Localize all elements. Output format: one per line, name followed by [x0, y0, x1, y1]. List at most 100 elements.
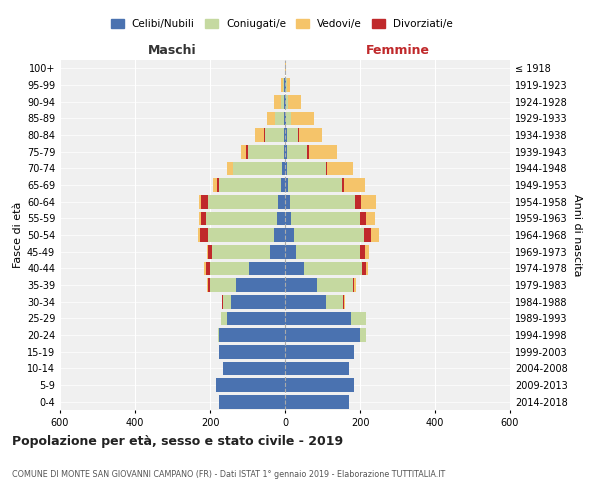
Bar	[220, 345, 285, 358]
Bar	[353, 278, 355, 292]
Bar	[255, 128, 265, 142]
Bar	[287, 128, 298, 142]
Bar	[371, 228, 379, 242]
Bar	[295, 228, 364, 242]
Bar	[283, 78, 284, 92]
Bar	[285, 278, 317, 292]
Bar	[361, 195, 376, 208]
Bar	[233, 162, 282, 175]
Bar	[360, 328, 365, 342]
Bar	[277, 212, 285, 225]
Bar	[285, 312, 350, 325]
Bar	[285, 95, 286, 108]
Bar	[222, 295, 223, 308]
Bar	[292, 112, 314, 125]
Bar	[284, 112, 285, 125]
Bar	[213, 178, 217, 192]
Bar	[304, 262, 362, 275]
Bar	[285, 195, 290, 208]
Bar	[220, 328, 285, 342]
Bar	[288, 178, 343, 192]
Bar	[223, 295, 230, 308]
Text: Popolazione per età, sesso e stato civile - 2019: Popolazione per età, sesso e stato civil…	[12, 435, 343, 448]
Bar	[284, 128, 285, 142]
Bar	[290, 195, 355, 208]
Text: Maschi: Maschi	[148, 44, 197, 57]
Bar	[365, 212, 375, 225]
Bar	[285, 212, 290, 225]
Bar	[287, 78, 290, 92]
Bar	[281, 178, 285, 192]
Bar	[217, 178, 218, 192]
Bar	[208, 228, 274, 242]
Bar	[241, 145, 247, 158]
Bar	[343, 295, 344, 308]
Bar	[274, 228, 285, 242]
Bar	[299, 128, 322, 142]
Bar	[248, 145, 284, 158]
Bar	[344, 295, 345, 308]
Bar	[365, 312, 367, 325]
Bar	[350, 312, 365, 325]
Bar	[208, 195, 277, 208]
Bar	[199, 195, 200, 208]
Bar	[227, 162, 233, 175]
Bar	[284, 95, 285, 108]
Bar	[250, 262, 285, 275]
Bar	[200, 195, 208, 208]
Bar	[210, 262, 250, 275]
Bar	[317, 278, 353, 292]
Bar	[326, 295, 343, 308]
Bar	[220, 395, 285, 408]
Bar	[285, 345, 355, 358]
Bar	[355, 278, 356, 292]
Bar	[286, 112, 290, 125]
Bar	[221, 312, 227, 325]
Bar	[360, 245, 365, 258]
Bar	[287, 162, 326, 175]
Bar	[230, 295, 285, 308]
Bar	[285, 178, 288, 192]
Bar	[287, 145, 307, 158]
Bar	[362, 262, 365, 275]
Bar	[290, 112, 292, 125]
Bar	[205, 212, 277, 225]
Bar	[285, 228, 295, 242]
Bar	[307, 145, 309, 158]
Bar	[285, 62, 286, 75]
Bar	[298, 128, 299, 142]
Bar	[282, 162, 285, 175]
Bar	[198, 228, 200, 242]
Bar	[286, 95, 287, 108]
Bar	[309, 145, 337, 158]
Text: Femmine: Femmine	[365, 44, 430, 57]
Bar	[281, 78, 283, 92]
Bar	[247, 145, 248, 158]
Bar	[215, 378, 285, 392]
Y-axis label: Fasce di età: Fasce di età	[13, 202, 23, 268]
Bar	[285, 245, 296, 258]
Bar	[284, 145, 285, 158]
Bar	[344, 178, 365, 192]
Bar	[296, 245, 360, 258]
Bar	[236, 278, 285, 292]
Bar	[223, 362, 285, 375]
Bar	[355, 195, 361, 208]
Bar	[265, 128, 284, 142]
Bar	[285, 78, 286, 92]
Bar	[365, 262, 367, 275]
Bar	[275, 112, 284, 125]
Bar	[208, 245, 212, 258]
Bar	[270, 245, 285, 258]
Bar	[281, 95, 284, 108]
Y-axis label: Anni di nascita: Anni di nascita	[572, 194, 582, 276]
Bar	[287, 95, 301, 108]
Bar	[286, 78, 287, 92]
Bar	[285, 378, 355, 392]
Bar	[268, 112, 275, 125]
Bar	[327, 162, 353, 175]
Bar	[343, 178, 344, 192]
Bar	[284, 78, 285, 92]
Bar	[274, 95, 281, 108]
Bar	[364, 228, 371, 242]
